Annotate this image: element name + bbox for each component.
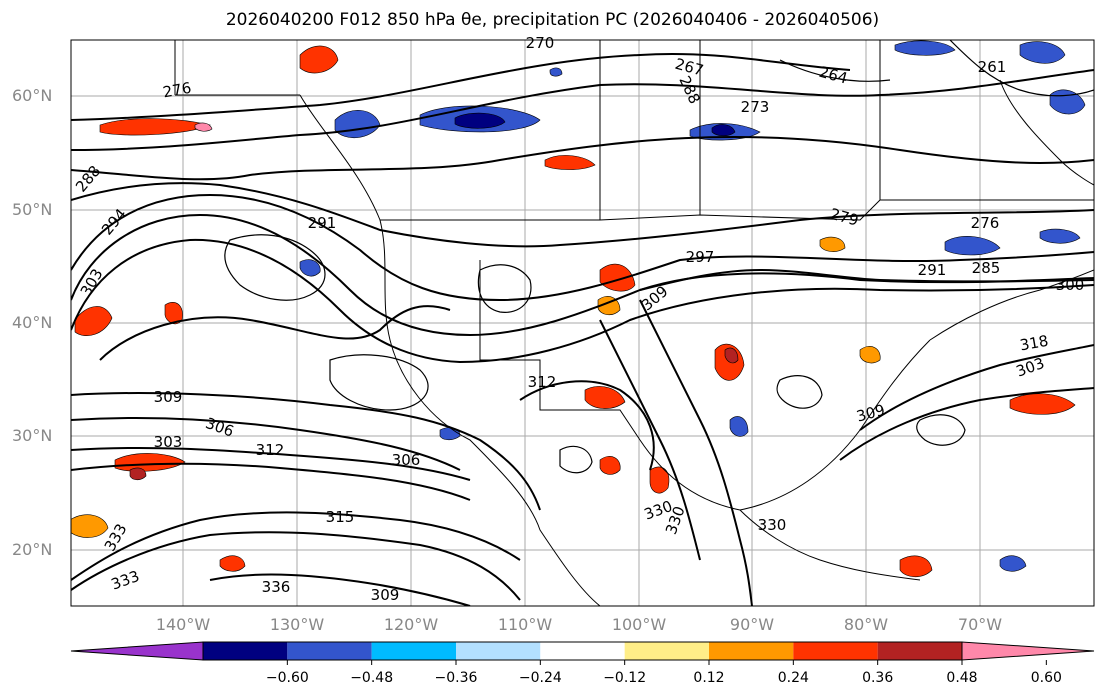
map-title: 2026040200 F012 850 hPa θe, precipitatio… [225,10,880,30]
colorbar-segment [287,642,372,660]
lat-label-20: 20°N [12,540,52,559]
contour-label: 312 [528,373,557,391]
lon-label-80: 80°W [844,615,888,634]
contour-label: 300 [1056,276,1085,294]
colorbar-tick-label: −0.36 [435,670,478,686]
contour-label: 276 [971,214,1000,232]
colorbar-ticks: −0.60 −0.48 −0.36 −0.24 −0.12 0.12 0.24 0.36 0.4… [266,660,1062,686]
colorbar-tick-label: −0.48 [350,670,393,686]
contour-label: 285 [972,259,1001,277]
colorbar-outline [202,641,963,661]
contour-label: 309 [154,388,183,406]
colorbar-tick-label: 0.36 [862,670,893,686]
colorbar-tick-label: 0.60 [1031,670,1062,686]
colorbar-tick-label: −0.24 [519,670,562,686]
contour-label: 303 [154,433,183,451]
contour-label: 291 [308,214,337,232]
thin-contours [224,40,1094,474]
lon-label-130: 130°W [270,615,325,634]
contour-label: 330 [758,516,787,534]
lon-label-140: 140°W [156,615,211,634]
contour-label: 273 [741,98,770,116]
colorbar-tick-label: 0.12 [693,670,724,686]
precipitation-shading [71,40,1086,578]
lat-label-60: 60°N [12,86,52,105]
colorbar-segment [456,642,541,660]
lat-label-40: 40°N [12,313,52,332]
lon-label-120: 120°W [384,615,439,634]
contour-label: 291 [918,261,947,279]
lat-label-30: 30°N [12,426,52,445]
colorbar-segment [371,642,456,660]
colorbar-extend-high [961,641,1095,661]
contour-label: 318 [1018,332,1049,355]
contour-label: 270 [526,34,555,52]
colorbar-segment [709,642,794,660]
lon-label-90: 90°W [730,615,774,634]
colorbar-extend-low [70,641,204,661]
colorbar-segment [624,642,709,660]
colorbar-tick-label: 0.24 [778,670,809,686]
contour-label: 306 [392,451,421,469]
contour-label: 297 [686,248,715,266]
colorbar-segment [540,642,625,660]
latitude-labels: 60°N 50°N 40°N 30°N 20°N [12,86,52,559]
contour-label: 336 [262,578,291,596]
lon-label-100: 100°W [612,615,667,634]
graticule [71,40,1094,606]
contour-label: 276 [161,79,192,102]
lat-label-50: 50°N [12,200,52,219]
contour-label: 315 [326,508,355,526]
contour-label: 309 [371,586,400,604]
theta-e-contours [71,52,1094,606]
longitude-labels: 140°W 130°W 120°W 110°W 100°W 90°W 80°W … [156,615,1002,634]
colorbar-tick-label: −0.12 [603,670,646,686]
colorbar-segment [203,642,288,660]
colorbar [70,641,1095,661]
lon-label-110: 110°W [498,615,553,634]
map-frame [70,39,1095,607]
colorbar-segment [877,642,962,660]
lon-label-70: 70°W [958,615,1002,634]
contour-label: 312 [256,441,285,459]
coastlines [174,40,1094,606]
colorbar-tick-label: −0.60 [266,670,309,686]
colorbar-tick-label: 0.48 [946,670,977,686]
colorbar-segment [793,642,878,660]
contour-label: 261 [978,58,1007,76]
